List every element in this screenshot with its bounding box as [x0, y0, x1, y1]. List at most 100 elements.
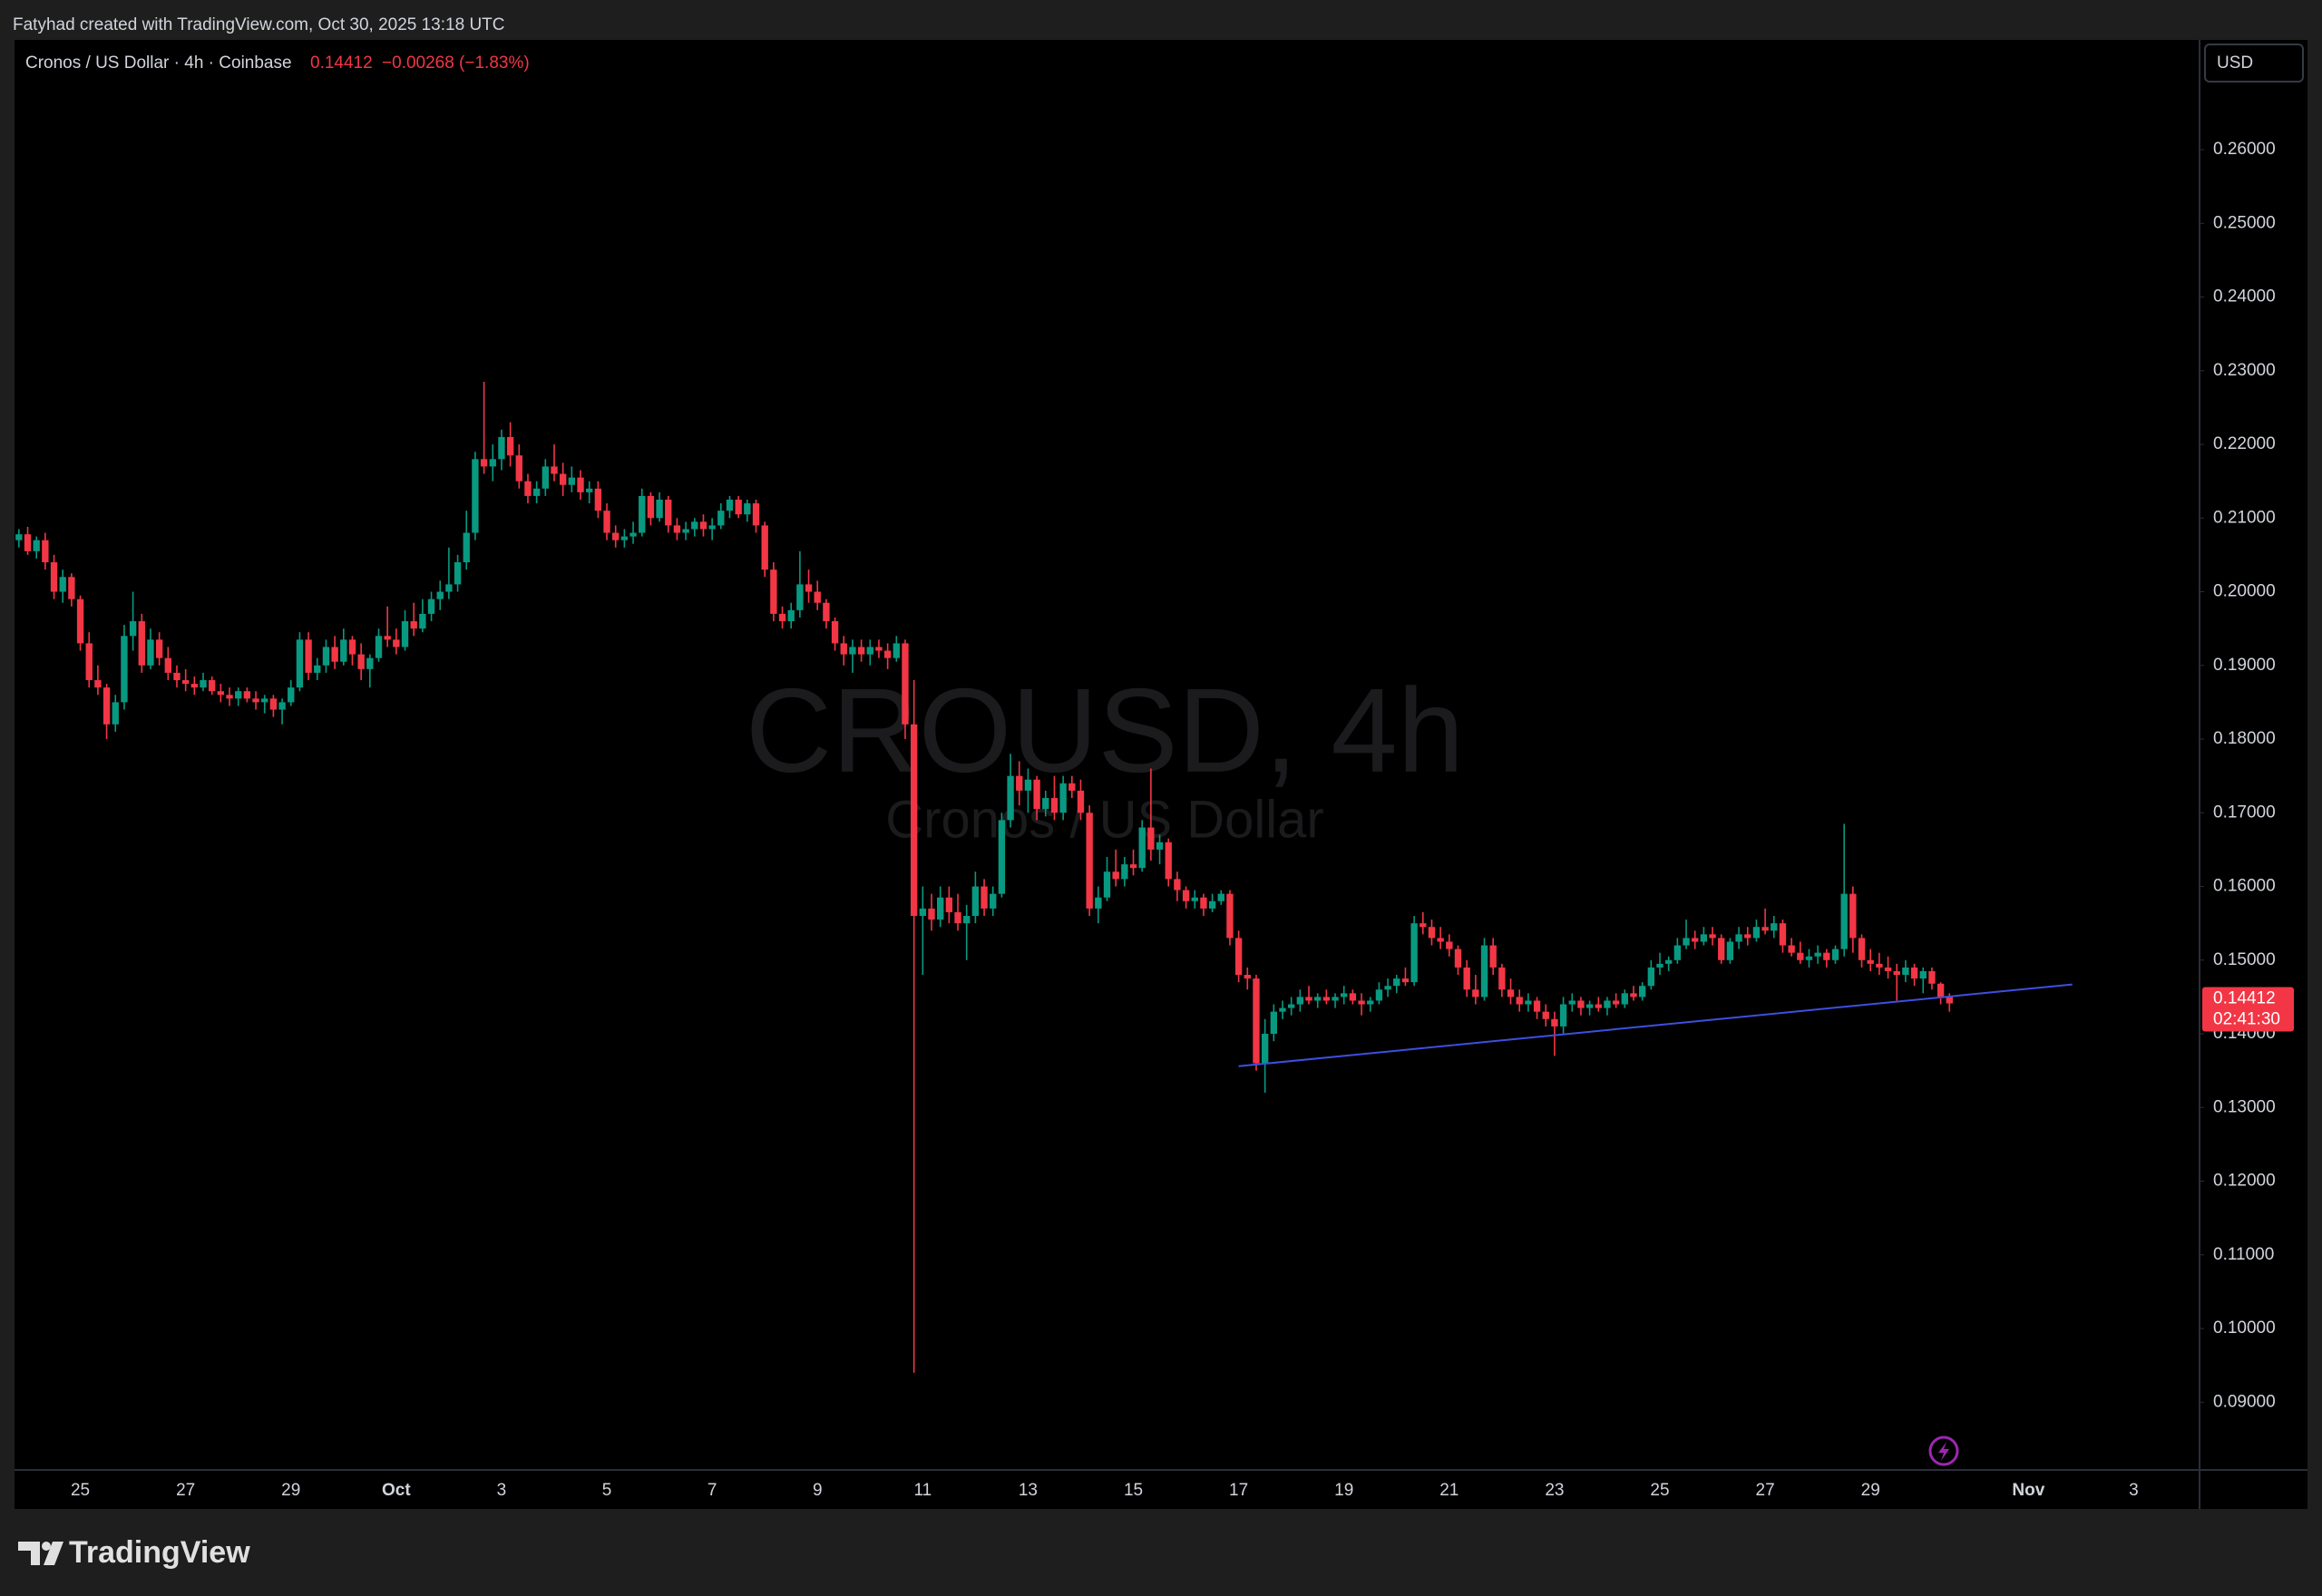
logo: TradingView	[18, 1535, 250, 1570]
candle-body	[261, 698, 268, 703]
candle-body	[1489, 945, 1497, 968]
y-tick-label: 0.10000	[2213, 1319, 2276, 1338]
x-tick-label: 29	[1861, 1481, 1880, 1500]
candle-body	[1771, 923, 1778, 931]
candle-body	[831, 621, 839, 644]
candle-body	[1349, 993, 1357, 1001]
candle-body	[68, 577, 75, 599]
x-tick-label: 11	[913, 1481, 932, 1500]
candle-body	[1332, 997, 1339, 1001]
candle-body	[94, 680, 102, 688]
x-tick-label: 5	[602, 1481, 612, 1500]
candle-body	[1147, 827, 1155, 850]
countdown: 02:41:30	[2213, 1010, 2280, 1029]
candle-body	[875, 647, 883, 651]
candle-body	[1928, 970, 1936, 984]
candle-body	[278, 702, 286, 710]
candle-body	[1884, 967, 1892, 971]
y-tick-label: 0.23000	[2213, 361, 2276, 380]
credit: Fatyhad created with TradingView.com, Oc…	[13, 15, 505, 34]
candle-body	[937, 897, 944, 920]
candle-body	[1788, 945, 1795, 953]
logo-slash	[44, 1542, 63, 1565]
symbol: Cronos / US Dollar · 4h · Coinbase	[25, 54, 292, 73]
candle-body	[945, 897, 953, 912]
candle-body	[857, 647, 865, 655]
candle-body	[1226, 893, 1234, 939]
x-tick-label: 9	[813, 1481, 823, 1500]
candle-body	[147, 639, 154, 666]
candle-body	[1410, 923, 1418, 983]
candle-body	[181, 680, 190, 685]
candle-body	[129, 621, 137, 637]
candle-body	[1840, 893, 1848, 949]
candle-body	[1910, 967, 1918, 979]
candle-body	[963, 916, 971, 924]
candle-body	[586, 488, 593, 492]
x-tick-label: Nov	[2012, 1481, 2044, 1500]
candle-body	[532, 488, 541, 496]
candle-body	[981, 886, 988, 909]
candle-body	[1428, 927, 1436, 939]
candle-body	[778, 613, 786, 622]
alert-bolt[interactable]	[1938, 1442, 1949, 1461]
candle-body	[1077, 790, 1085, 813]
alert-icon[interactable]	[1928, 1435, 1959, 1466]
candle-body	[305, 639, 312, 673]
candle-body	[691, 521, 698, 530]
candle-body	[1761, 927, 1769, 931]
candle-body	[42, 540, 49, 563]
x-tick-label: 25	[71, 1481, 90, 1500]
candle-body	[1138, 827, 1146, 869]
candle-body	[919, 908, 927, 917]
y-tick-label: 0.20000	[2213, 582, 2276, 601]
x-tick-label: 17	[1229, 1481, 1248, 1500]
candle-body	[717, 511, 725, 526]
candle-body	[1823, 952, 1830, 960]
candle-body	[1665, 959, 1673, 964]
candle-body	[1393, 978, 1400, 987]
candle-body	[524, 481, 532, 496]
candle-body	[393, 639, 400, 647]
candle-body	[682, 529, 689, 533]
candle-body	[138, 621, 145, 666]
currency-button[interactable]	[2204, 44, 2304, 83]
candle-body	[1305, 997, 1312, 1001]
candle-body	[1270, 1011, 1277, 1035]
candle-body	[445, 584, 453, 592]
candle-body	[348, 639, 356, 655]
trendline	[1238, 983, 2073, 1067]
candle-body	[1673, 945, 1682, 960]
y-tick-label: 0.21000	[2213, 508, 2276, 527]
candle-body	[761, 525, 768, 570]
currency[interactable]: USD	[2217, 54, 2253, 73]
candle-body	[288, 687, 295, 703]
candle-body	[1604, 1000, 1611, 1008]
candle-body	[1165, 842, 1172, 880]
candle-body	[296, 639, 304, 688]
candle-body	[269, 698, 278, 710]
x-tick-label: 19	[1334, 1481, 1353, 1500]
last-price: 0.14412	[2213, 989, 2276, 1008]
x-tick-label: Oct	[382, 1481, 411, 1500]
candle-body	[454, 562, 462, 585]
candle-body	[1858, 938, 1866, 960]
candle-body	[1208, 900, 1216, 909]
candle-body	[419, 613, 426, 629]
candle-body	[59, 577, 66, 592]
candle-body	[322, 647, 330, 666]
candle-body	[24, 534, 32, 551]
candle-body	[1718, 938, 1725, 960]
candle-body	[1463, 967, 1470, 990]
candle-body	[629, 532, 637, 537]
candle-body	[665, 499, 672, 526]
candle-body	[1042, 798, 1049, 810]
candle-body	[33, 540, 40, 551]
candle-body	[1516, 997, 1523, 1005]
candle-body	[735, 499, 742, 515]
candle-body	[1647, 967, 1655, 987]
header-price: 0.14412	[310, 54, 373, 73]
candle-body	[427, 598, 435, 614]
alert-circle[interactable]	[1928, 1435, 1959, 1466]
candle-body	[1595, 1004, 1602, 1008]
